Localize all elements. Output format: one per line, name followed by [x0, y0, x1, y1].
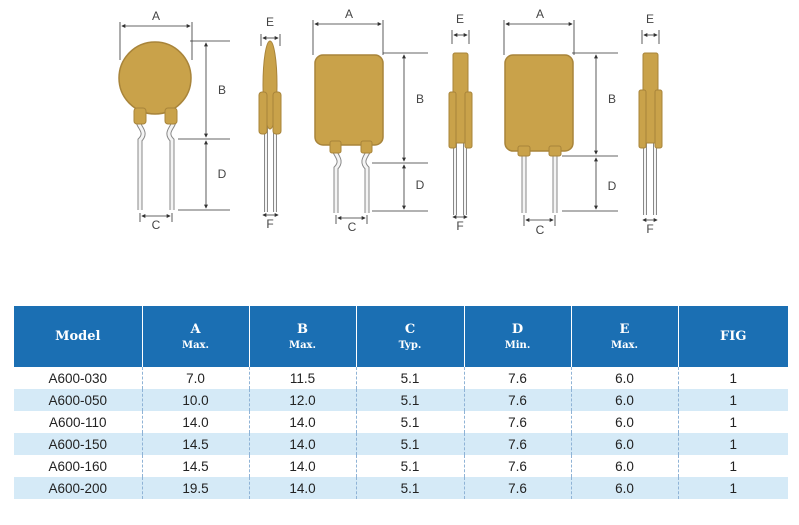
table-row: A600-030 7.0 11.5 5.1 7.6 6.0 1 — [14, 367, 788, 389]
fig3-front-view: A B D C — [503, 7, 618, 237]
fig3-dim-d: D — [608, 179, 617, 193]
fig3-dim-f: F — [646, 222, 653, 236]
fig3-dim-b: B — [608, 92, 616, 106]
cell-e: 6.0 — [571, 411, 679, 433]
cell-c: 5.1 — [356, 389, 465, 411]
cell-fig: 1 — [678, 455, 788, 477]
fig1-side-view: E F — [258, 15, 282, 231]
cell-a: 14.0 — [142, 411, 250, 433]
cell-d: 7.6 — [464, 367, 572, 389]
col-header-d: D Min. — [464, 306, 572, 367]
fig2-dim-b: B — [416, 92, 424, 106]
spec-table: Model A Max. B Max. C Typ. D Min. E Max. FIG … — [14, 306, 788, 499]
cell-fig: 1 — [678, 389, 788, 411]
fig2-dim-c: C — [348, 220, 357, 234]
cell-c: 5.1 — [356, 411, 465, 433]
col-header-c: C Typ. — [356, 306, 465, 367]
fig1-dim-a: A — [152, 9, 160, 23]
cell-e: 6.0 — [571, 455, 679, 477]
cell-d: 7.6 — [464, 411, 572, 433]
fig3-side-view: E F — [638, 12, 663, 236]
cell-fig: 1 — [678, 433, 788, 455]
cell-a: 10.0 — [142, 389, 250, 411]
cell-d: 7.6 — [464, 433, 572, 455]
cell-d: 7.6 — [464, 389, 572, 411]
cell-a: 14.5 — [142, 433, 250, 455]
cell-b: 14.0 — [249, 433, 357, 455]
cell-fig: 1 — [678, 367, 788, 389]
cell-model: A600-030 — [14, 367, 143, 389]
col-header-fig: FIG — [678, 306, 788, 367]
cell-fig: 1 — [678, 477, 788, 499]
col-header-a: A Max. — [142, 306, 250, 367]
fig2-dim-a: A — [345, 7, 353, 21]
cell-a: 14.5 — [142, 455, 250, 477]
cell-c: 5.1 — [356, 433, 465, 455]
cell-a: 7.0 — [142, 367, 250, 389]
fig2-dim-d: D — [416, 178, 425, 192]
cell-model: A600-150 — [14, 433, 143, 455]
cell-e: 6.0 — [571, 367, 679, 389]
fig3-dim-e: E — [646, 12, 654, 26]
cell-model: A600-200 — [14, 477, 143, 499]
cell-e: 6.0 — [571, 433, 679, 455]
cell-b: 12.0 — [249, 389, 357, 411]
fig1-dim-c: C — [152, 218, 161, 232]
table-row: A600-150 14.5 14.0 5.1 7.6 6.0 1 — [14, 433, 788, 455]
cell-fig: 1 — [678, 411, 788, 433]
table-row: A600-050 10.0 12.0 5.1 7.6 6.0 1 — [14, 389, 788, 411]
cell-b: 14.0 — [249, 455, 357, 477]
fig1-dim-e: E — [266, 15, 274, 29]
col-header-model: Model — [14, 306, 143, 367]
col-header-e: E Max. — [571, 306, 679, 367]
cell-e: 6.0 — [571, 389, 679, 411]
col-header-b: B Max. — [249, 306, 357, 367]
fig2-side-view: E F — [448, 12, 473, 233]
fig1-dim-b: B — [218, 83, 226, 97]
fig1-dim-f: F — [266, 217, 273, 231]
cell-b: 14.0 — [249, 411, 357, 433]
fig3-dim-a: A — [536, 7, 544, 21]
fig2-dim-e: E — [456, 12, 464, 26]
cell-c: 5.1 — [356, 367, 465, 389]
cell-c: 5.1 — [356, 477, 465, 499]
cell-d: 7.6 — [464, 455, 572, 477]
cell-c: 5.1 — [356, 455, 465, 477]
fig3-dim-c: C — [536, 223, 545, 237]
cell-a: 19.5 — [142, 477, 250, 499]
fig1-front-view: A B D C — [118, 9, 230, 232]
table-header-row: Model A Max. B Max. C Typ. D Min. E Max. FIG — [14, 306, 788, 367]
fig2-front-view: A B D C — [312, 7, 428, 234]
cell-model: A600-160 — [14, 455, 143, 477]
cell-e: 6.0 — [571, 477, 679, 499]
cell-model: A600-050 — [14, 389, 143, 411]
cell-b: 11.5 — [249, 367, 357, 389]
table-row: A600-110 14.0 14.0 5.1 7.6 6.0 1 — [14, 411, 788, 433]
table-row: A600-160 14.5 14.0 5.1 7.6 6.0 1 — [14, 455, 788, 477]
cell-model: A600-110 — [14, 411, 143, 433]
cell-b: 14.0 — [249, 477, 357, 499]
table-row: A600-200 19.5 14.0 5.1 7.6 6.0 1 — [14, 477, 788, 499]
cell-d: 7.6 — [464, 477, 572, 499]
component-drawings: A B D C E F — [118, 7, 663, 237]
fig2-dim-f: F — [456, 219, 463, 233]
fig1-dim-d: D — [218, 167, 227, 181]
